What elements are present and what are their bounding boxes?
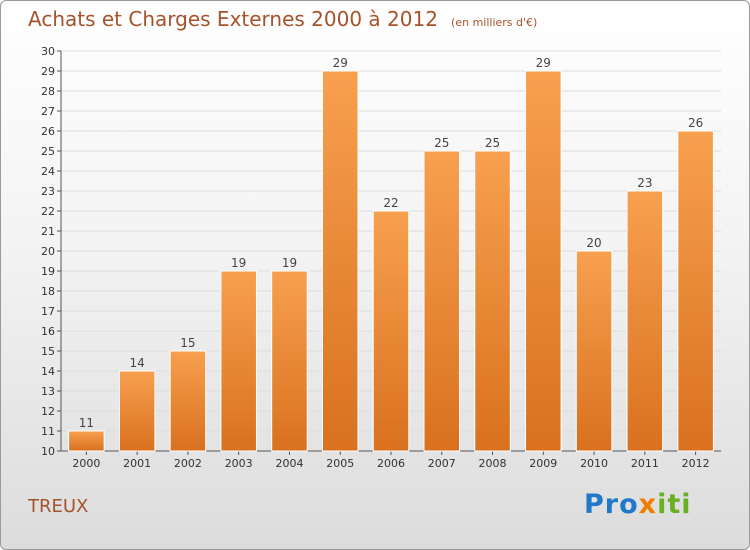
y-tick-label: 28 xyxy=(41,85,55,98)
y-tick-label: 17 xyxy=(41,305,55,318)
x-tick-label: 2009 xyxy=(529,457,557,470)
bar-2004 xyxy=(271,270,308,452)
y-tick-label: 15 xyxy=(41,345,55,358)
x-tick-label: 2008 xyxy=(479,457,507,470)
bar-2002 xyxy=(169,350,207,452)
bar-2003 xyxy=(220,270,257,452)
data-label: 20 xyxy=(586,236,601,250)
y-tick-label: 20 xyxy=(41,245,55,258)
data-label: 29 xyxy=(333,56,348,70)
chart-unit: (en milliers d'€) xyxy=(451,16,538,29)
data-label: 26 xyxy=(688,116,703,130)
y-tick-label: 14 xyxy=(41,365,55,378)
y-tick-label: 26 xyxy=(41,125,55,138)
data-label: 19 xyxy=(231,256,246,270)
bar-2001 xyxy=(118,370,156,452)
bars xyxy=(68,70,714,452)
y-tick-label: 24 xyxy=(41,165,55,178)
y-tick-label: 23 xyxy=(41,185,55,198)
bar-2009 xyxy=(525,70,562,452)
value-labels: 11 14 15 19 19 29 22 25 25 29 20 23 26 xyxy=(79,56,704,430)
x-tick-label: 2003 xyxy=(225,457,253,470)
x-tick-label: 2011 xyxy=(631,457,659,470)
y-tick-label: 13 xyxy=(41,385,55,398)
proxiti-logo: Proxiti xyxy=(584,489,692,520)
x-tick-label: 2007 xyxy=(428,457,456,470)
y-tick-label: 21 xyxy=(41,225,55,238)
commune-name: TREUX xyxy=(28,496,89,517)
data-label: 25 xyxy=(485,136,500,150)
chart-title-text: Achats et Charges Externes 2000 à 2012 xyxy=(28,7,438,31)
y-tick-label: 11 xyxy=(41,425,55,438)
y-tick-label: 22 xyxy=(41,205,55,218)
y-tick-label: 18 xyxy=(41,285,55,298)
bar-2008 xyxy=(474,150,511,452)
bar-2005 xyxy=(321,70,359,452)
x-tick-label: 2002 xyxy=(174,457,202,470)
data-label: 15 xyxy=(180,336,195,350)
x-tick-label: 2004 xyxy=(275,457,303,470)
bar-2010 xyxy=(575,250,613,452)
y-tick-label: 16 xyxy=(41,325,55,338)
bar-2000 xyxy=(68,430,105,452)
data-label: 11 xyxy=(79,416,94,430)
data-label: 23 xyxy=(637,176,652,190)
chart-title: Achats et Charges Externes 2000 à 2012 (… xyxy=(28,7,537,31)
x-tick-label: 2006 xyxy=(377,457,405,470)
x-tick-label: 2010 xyxy=(580,457,608,470)
x-tick-label: 2001 xyxy=(123,457,151,470)
data-label: 19 xyxy=(282,256,297,270)
bar-2011 xyxy=(626,190,664,452)
y-tick-label: 10 xyxy=(41,445,55,458)
x-tick-label: 2012 xyxy=(682,457,710,470)
x-tick-label: 2000 xyxy=(72,457,100,470)
y-tick-label: 29 xyxy=(41,65,55,78)
data-label: 14 xyxy=(130,356,145,370)
data-label: 22 xyxy=(383,196,398,210)
bar-2012 xyxy=(677,130,714,452)
x-tick-label: 2005 xyxy=(326,457,354,470)
bar-2007 xyxy=(423,150,461,452)
y-tick-label: 12 xyxy=(41,405,55,418)
y-tick-label: 27 xyxy=(41,105,55,118)
y-tick-label: 25 xyxy=(41,145,55,158)
data-label: 29 xyxy=(536,56,551,70)
y-tick-label: 30 xyxy=(41,45,55,58)
data-label: 25 xyxy=(434,136,449,150)
bar-2006 xyxy=(372,210,410,452)
y-tick-label: 19 xyxy=(41,265,55,278)
